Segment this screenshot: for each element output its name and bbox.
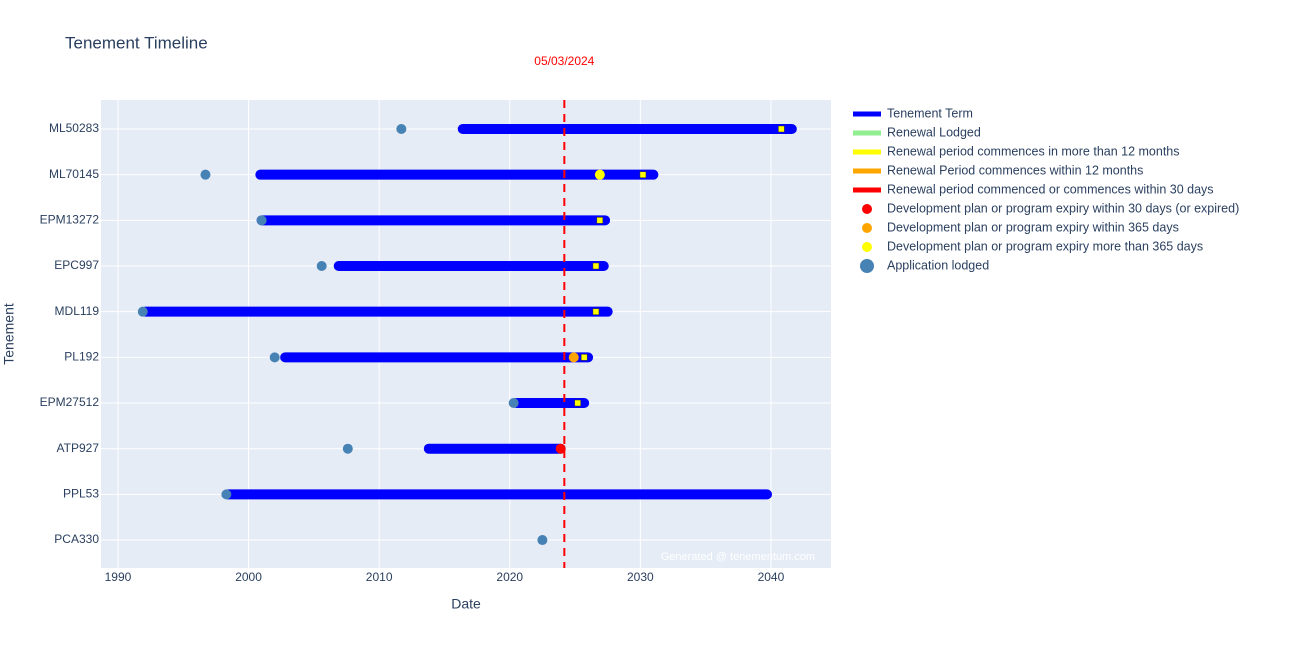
y-tick-label: PCA330 <box>54 532 99 546</box>
application-marker <box>342 443 353 454</box>
watermark: Generated @ tenementum.com <box>661 551 815 563</box>
legend-label: Tenement Term <box>887 106 973 120</box>
renewal-marker <box>596 217 604 224</box>
date-label: 05/03/2024 <box>534 54 594 68</box>
x-tick-label: 2040 <box>758 570 785 584</box>
y-tick-label: ATP927 <box>57 441 100 455</box>
x-axis-title: Date <box>451 596 481 612</box>
application-marker <box>508 398 519 409</box>
application-marker <box>200 169 211 180</box>
application-marker <box>221 489 232 500</box>
renewal-marker <box>592 308 600 315</box>
legend-symbol <box>860 259 874 273</box>
legend-label: Development plan or program expiry withi… <box>887 201 1239 215</box>
y-axis-title: Tenement <box>1 303 17 365</box>
x-tick-label: 1990 <box>105 570 132 584</box>
y-tick-label: ML70145 <box>49 167 99 181</box>
y-tick-label: MDL119 <box>55 304 100 318</box>
legend-label: Application lodged <box>887 258 989 272</box>
y-tick-label: EPM13272 <box>40 213 100 227</box>
expiry-marker <box>555 443 566 454</box>
legend-label: Renewal period commenced or commences wi… <box>887 182 1214 196</box>
renewal-marker <box>778 125 785 133</box>
legend-label: Renewal Lodged <box>887 125 981 139</box>
chart-title: Tenement Timeline <box>65 33 208 52</box>
y-tick-label: PL192 <box>64 350 99 364</box>
renewal-marker <box>574 399 581 407</box>
x-tick-label: 2030 <box>627 570 654 584</box>
y-tick-label: EPM27512 <box>40 395 100 409</box>
application-marker <box>256 215 267 226</box>
expiry-marker <box>594 169 605 180</box>
application-marker <box>269 352 280 363</box>
x-tick-label: 2010 <box>366 570 393 584</box>
x-tick-label: 2020 <box>496 570 523 584</box>
renewal-marker <box>592 262 600 270</box>
legend-symbol <box>862 204 872 214</box>
y-tick-label: PPL53 <box>63 487 99 501</box>
expiry-marker <box>568 352 579 363</box>
application-marker <box>396 124 407 134</box>
legend-label: Renewal period commences in more than 12… <box>887 144 1180 158</box>
legend-label: Development plan or program expiry withi… <box>887 220 1179 234</box>
renewal-marker <box>580 354 588 361</box>
y-tick-label: EPC997 <box>54 258 99 272</box>
renewal-marker <box>639 171 647 178</box>
y-tick-label: ML50283 <box>49 121 99 135</box>
legend-symbol <box>862 223 872 233</box>
application-marker <box>537 535 548 546</box>
application-marker <box>137 306 148 317</box>
application-marker <box>316 261 327 272</box>
x-tick-label: 2000 <box>235 570 262 584</box>
legend-label: Renewal Period commences within 12 month… <box>887 163 1143 177</box>
legend-label: Development plan or program expiry more … <box>887 239 1203 253</box>
legend-symbol <box>862 242 872 252</box>
